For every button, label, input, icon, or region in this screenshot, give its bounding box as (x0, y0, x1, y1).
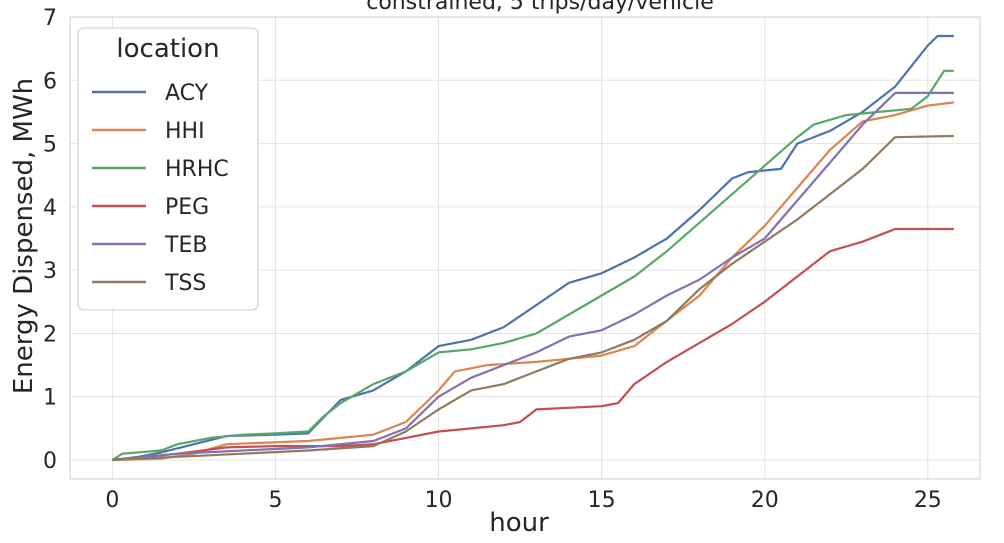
y-tick-label: 0 (43, 449, 57, 474)
y-axis-label: Energy Dispensed, MWh (9, 78, 39, 394)
legend-box (77, 27, 259, 311)
series-line-teb (112, 91, 954, 462)
y-tick-label: 4 (43, 196, 57, 221)
legend-items: ACY HHI HRHC PEG TEB TSS (92, 81, 229, 296)
chart-title: constrained, 5 trips/day/vehicle (366, 0, 714, 15)
legend: location ACY HHI HRHC PEG TEB TSS (77, 27, 259, 311)
series-line-hrhc (111, 69, 954, 461)
x-tick-label: 10 (425, 488, 453, 513)
y-tick-label: 1 (43, 386, 57, 411)
legend-label-hrhc: HRHC (165, 157, 229, 182)
legend-label-teb: TEB (164, 233, 207, 258)
y-tick-label: 5 (43, 133, 57, 158)
y-tick-label: 6 (43, 69, 57, 94)
x-tick-label: 25 (914, 488, 942, 513)
y-tick-label: 3 (43, 259, 57, 284)
legend-label-peg: PEG (165, 195, 209, 220)
x-axis-label: hour (489, 508, 549, 538)
legend-label-tss: TSS (164, 271, 206, 296)
y-tick-label: 2 (43, 322, 57, 347)
x-tick-label: 20 (751, 488, 779, 513)
x-tick-label: 5 (268, 488, 282, 513)
plot-frame (69, 16, 981, 480)
legend-title: location (116, 34, 219, 64)
x-axis-ticks: 0 5 10 15 20 25 (105, 488, 941, 513)
x-tick-label: 15 (588, 488, 616, 513)
x-tick-label: 0 (105, 488, 119, 513)
legend-label-hhi: HHI (165, 119, 205, 144)
series-line-peg (112, 227, 954, 462)
series-lines (111, 34, 955, 462)
y-axis-ticks: 0 1 2 3 4 5 6 7 (43, 6, 57, 474)
y-tick-label: 7 (43, 6, 57, 31)
legend-label-acy: ACY (165, 81, 209, 106)
series-line-tss (112, 134, 954, 462)
